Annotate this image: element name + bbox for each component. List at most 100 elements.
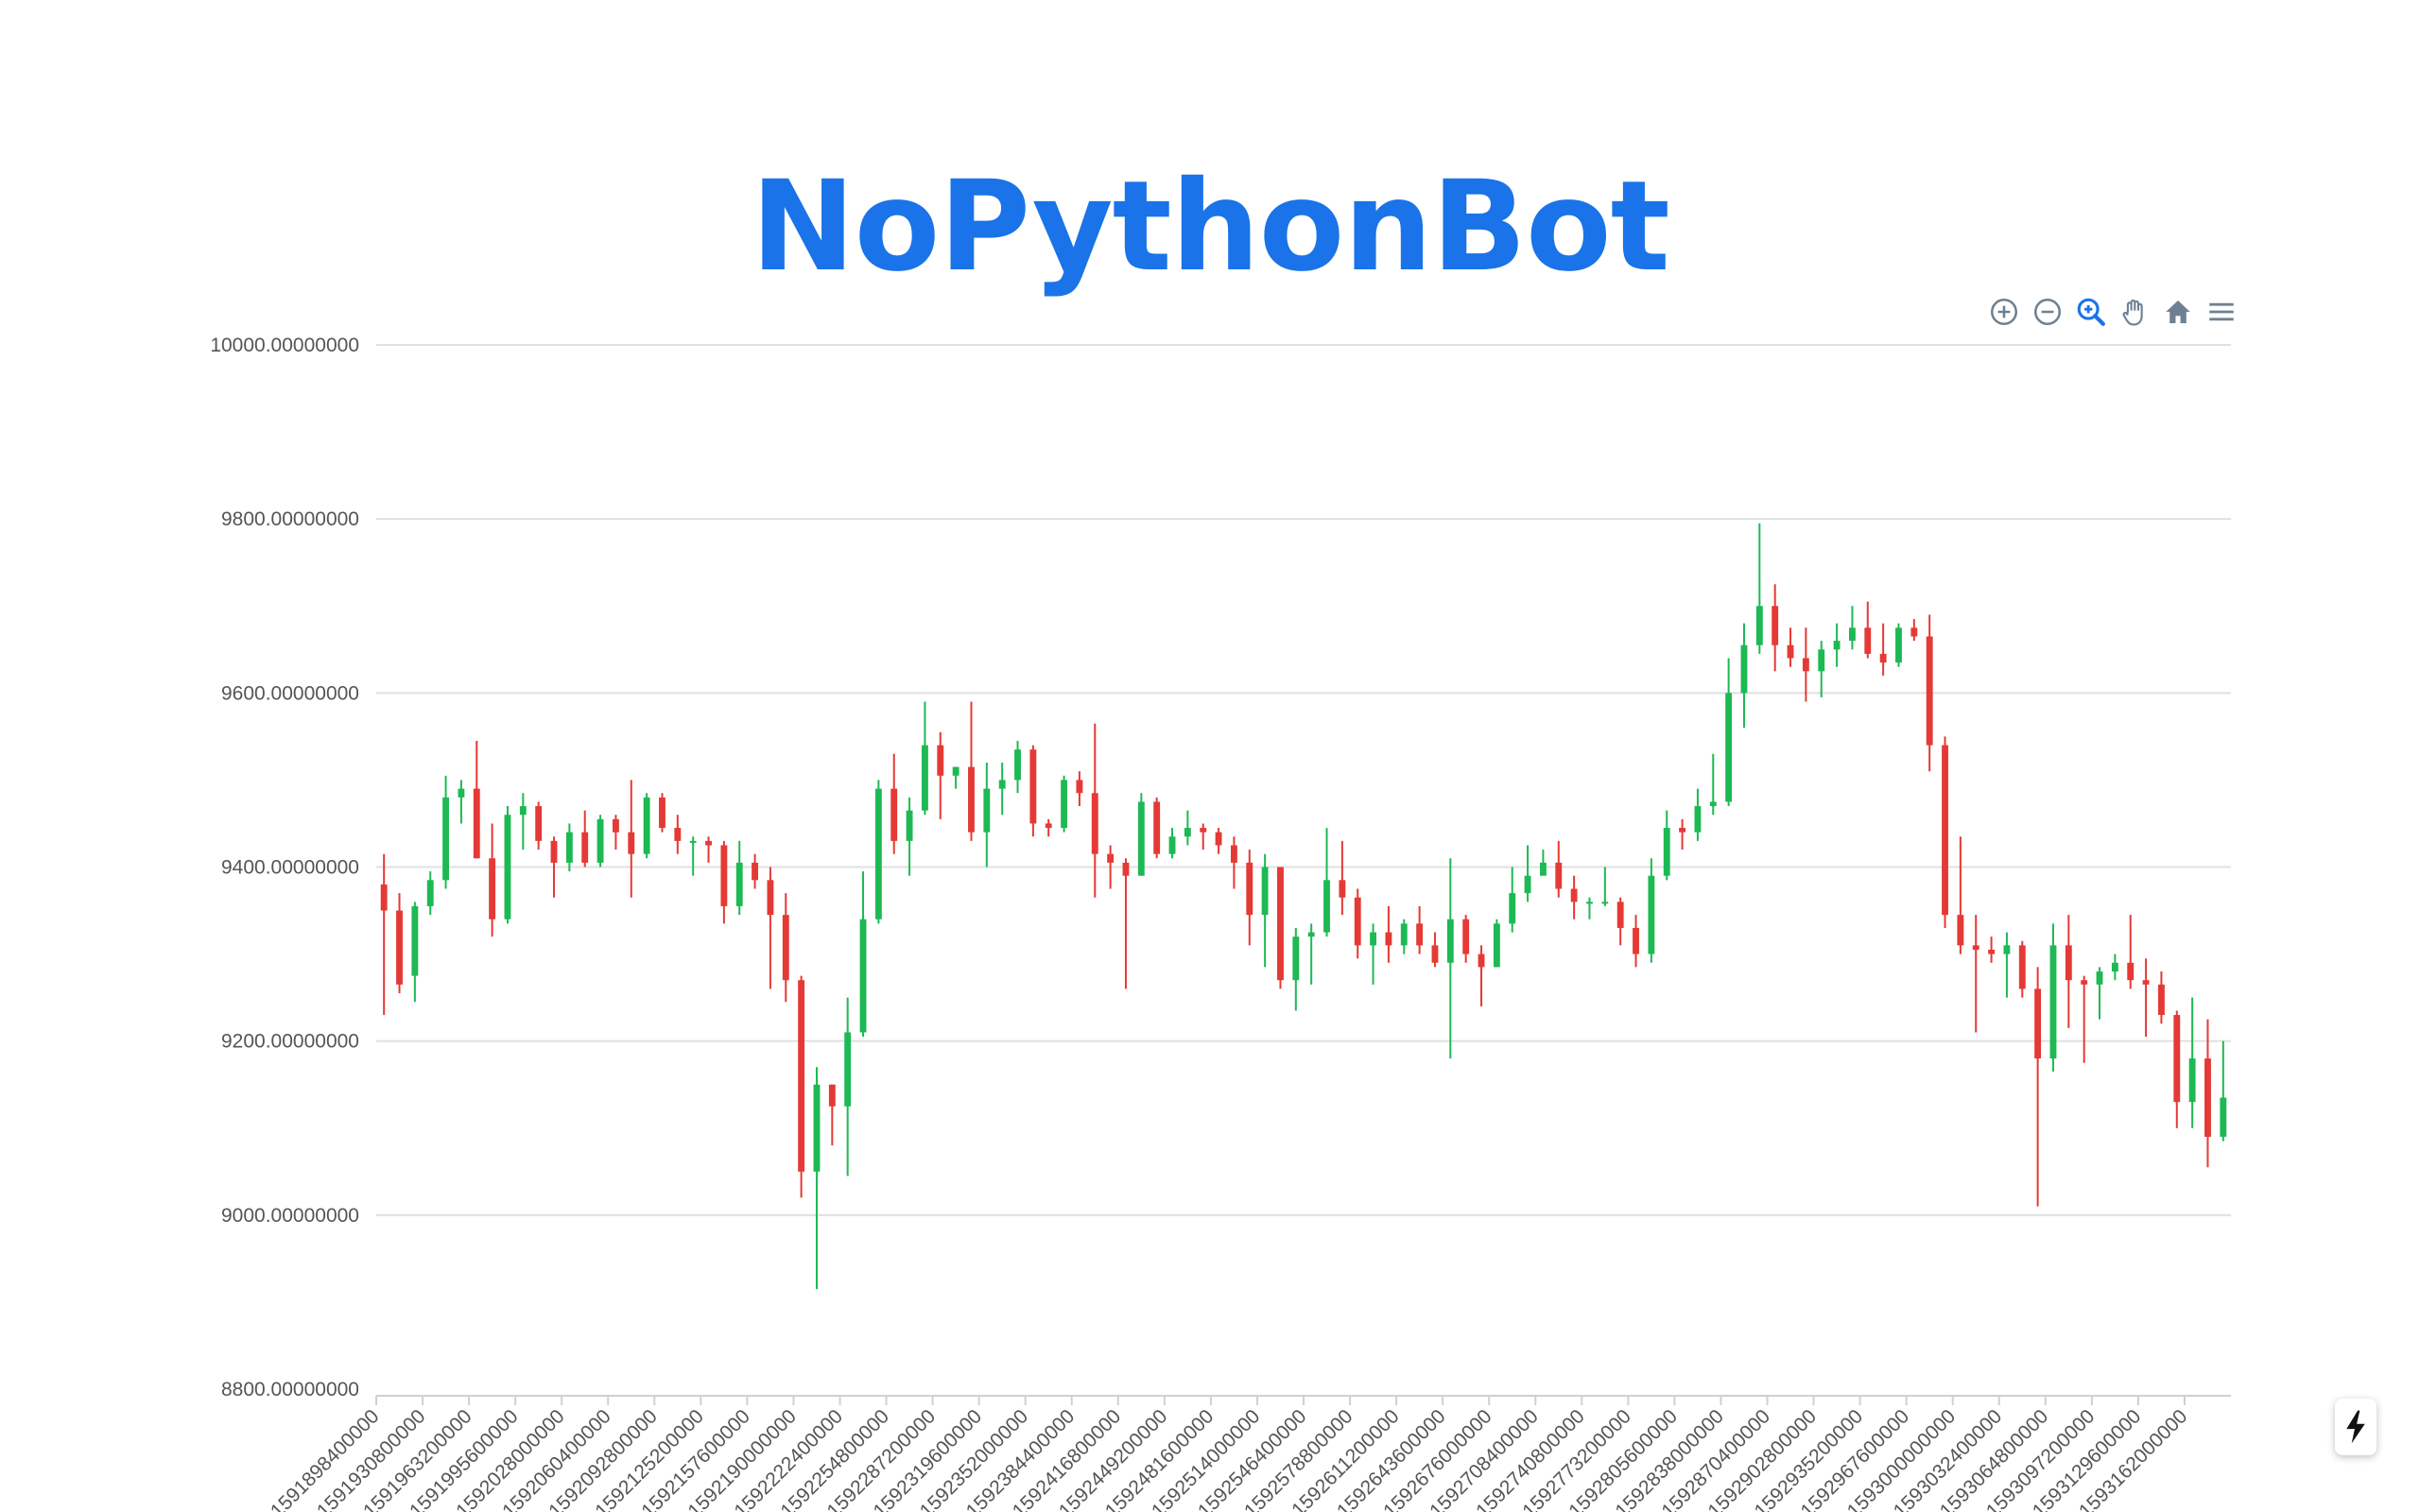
selection-zoom-icon [2077, 298, 2105, 326]
candle-body [1137, 801, 1145, 876]
candle [1864, 601, 1872, 659]
pan-button[interactable] [2116, 293, 2153, 331]
candle-body [998, 780, 1006, 789]
candle [1740, 623, 1748, 729]
grid-lines [376, 344, 2231, 1216]
candle [1972, 915, 1979, 1033]
candle [1509, 867, 1516, 933]
candle-body [1323, 880, 1330, 933]
candle [859, 871, 867, 1038]
candle-body [1957, 915, 1964, 946]
candle [1957, 836, 1964, 954]
candle [1818, 641, 1825, 697]
home-icon [2166, 300, 2190, 324]
x-axis: 1591898400000159193080000015919632000001… [267, 1395, 2231, 1512]
candle [1848, 606, 1856, 650]
candle-body [2049, 945, 2057, 1059]
candle [1339, 840, 1346, 916]
y-tick-label: 9400.00000000 [221, 857, 359, 879]
zoom-in-button[interactable] [1985, 293, 2023, 331]
candle-body [689, 840, 697, 843]
candle [1633, 915, 1639, 968]
candle-body [2065, 945, 2072, 981]
candle [2220, 1040, 2227, 1142]
candle-body [643, 797, 650, 854]
candle-body [1153, 801, 1161, 854]
candle [1261, 853, 1269, 968]
candle-body [1648, 875, 1655, 954]
candle [1045, 818, 1052, 837]
candle-body [519, 806, 527, 816]
candle-body [1230, 845, 1237, 863]
candle [1601, 867, 1609, 906]
candle-body [1555, 862, 1563, 889]
candle-body [844, 1032, 852, 1107]
candle [767, 867, 774, 989]
candle-body [720, 845, 728, 906]
candle [890, 753, 898, 854]
candle [1416, 905, 1424, 954]
candle-body [1277, 867, 1284, 981]
candle [458, 780, 465, 824]
candle-body [1261, 867, 1269, 916]
candle [1694, 788, 1702, 841]
candle-body [1091, 793, 1098, 854]
candle [735, 840, 743, 916]
reset-zoom-button[interactable] [2159, 293, 2197, 331]
candle-body [1848, 627, 1856, 642]
candle-body [2188, 1058, 2196, 1103]
candle [1493, 919, 1500, 968]
candle-body [1818, 649, 1825, 672]
candle-body [1709, 801, 1717, 807]
candle [411, 902, 419, 1003]
y-tick-label: 10000.00000000 [210, 335, 359, 356]
candle-body [2142, 980, 2150, 985]
candle [674, 815, 682, 854]
candle [473, 740, 480, 859]
candle-body [1524, 875, 1531, 894]
menu-button[interactable] [2203, 293, 2240, 331]
candle [2003, 932, 2011, 998]
candle-body [1029, 749, 1037, 824]
candle [1462, 915, 1470, 963]
candle-body [1679, 828, 1686, 833]
candle [1725, 658, 1733, 807]
candle-body [2157, 984, 2165, 1016]
candle-body [535, 806, 543, 841]
candle-body [1740, 644, 1748, 694]
candle-body [2173, 1015, 2181, 1103]
candle-body [458, 788, 465, 798]
candle [1153, 797, 1161, 859]
candle-body [1493, 923, 1500, 968]
candle [1107, 845, 1115, 889]
candle-body [1200, 828, 1207, 833]
candle-body [859, 919, 867, 1033]
candle-body [1910, 627, 1918, 637]
selection-zoom-button[interactable] [2072, 293, 2110, 331]
candle-body [1184, 828, 1191, 837]
candle [1014, 740, 1021, 794]
candle-body [1400, 923, 1408, 946]
candle-body [798, 980, 805, 1172]
quick-action-button[interactable] [2335, 1399, 2377, 1455]
candle [2157, 971, 2165, 1024]
candle-body [2111, 962, 2118, 971]
zoom-out-button[interactable] [2029, 293, 2066, 331]
candle-body [874, 788, 882, 919]
candle-body [1215, 832, 1222, 846]
candle [1323, 828, 1330, 937]
zoom-out-icon [2033, 298, 2062, 326]
candle [1616, 897, 1624, 946]
candle-body [1586, 902, 1593, 904]
candle [1709, 753, 1717, 816]
candle [921, 701, 928, 816]
candle [1879, 623, 1887, 676]
candle-body [380, 884, 388, 911]
y-tick-label: 9200.00000000 [221, 1031, 359, 1053]
candle [2065, 915, 2072, 1028]
candle [1137, 793, 1145, 876]
candle [1091, 723, 1098, 898]
candle [1663, 810, 1670, 881]
candle-body [2034, 988, 2042, 1059]
